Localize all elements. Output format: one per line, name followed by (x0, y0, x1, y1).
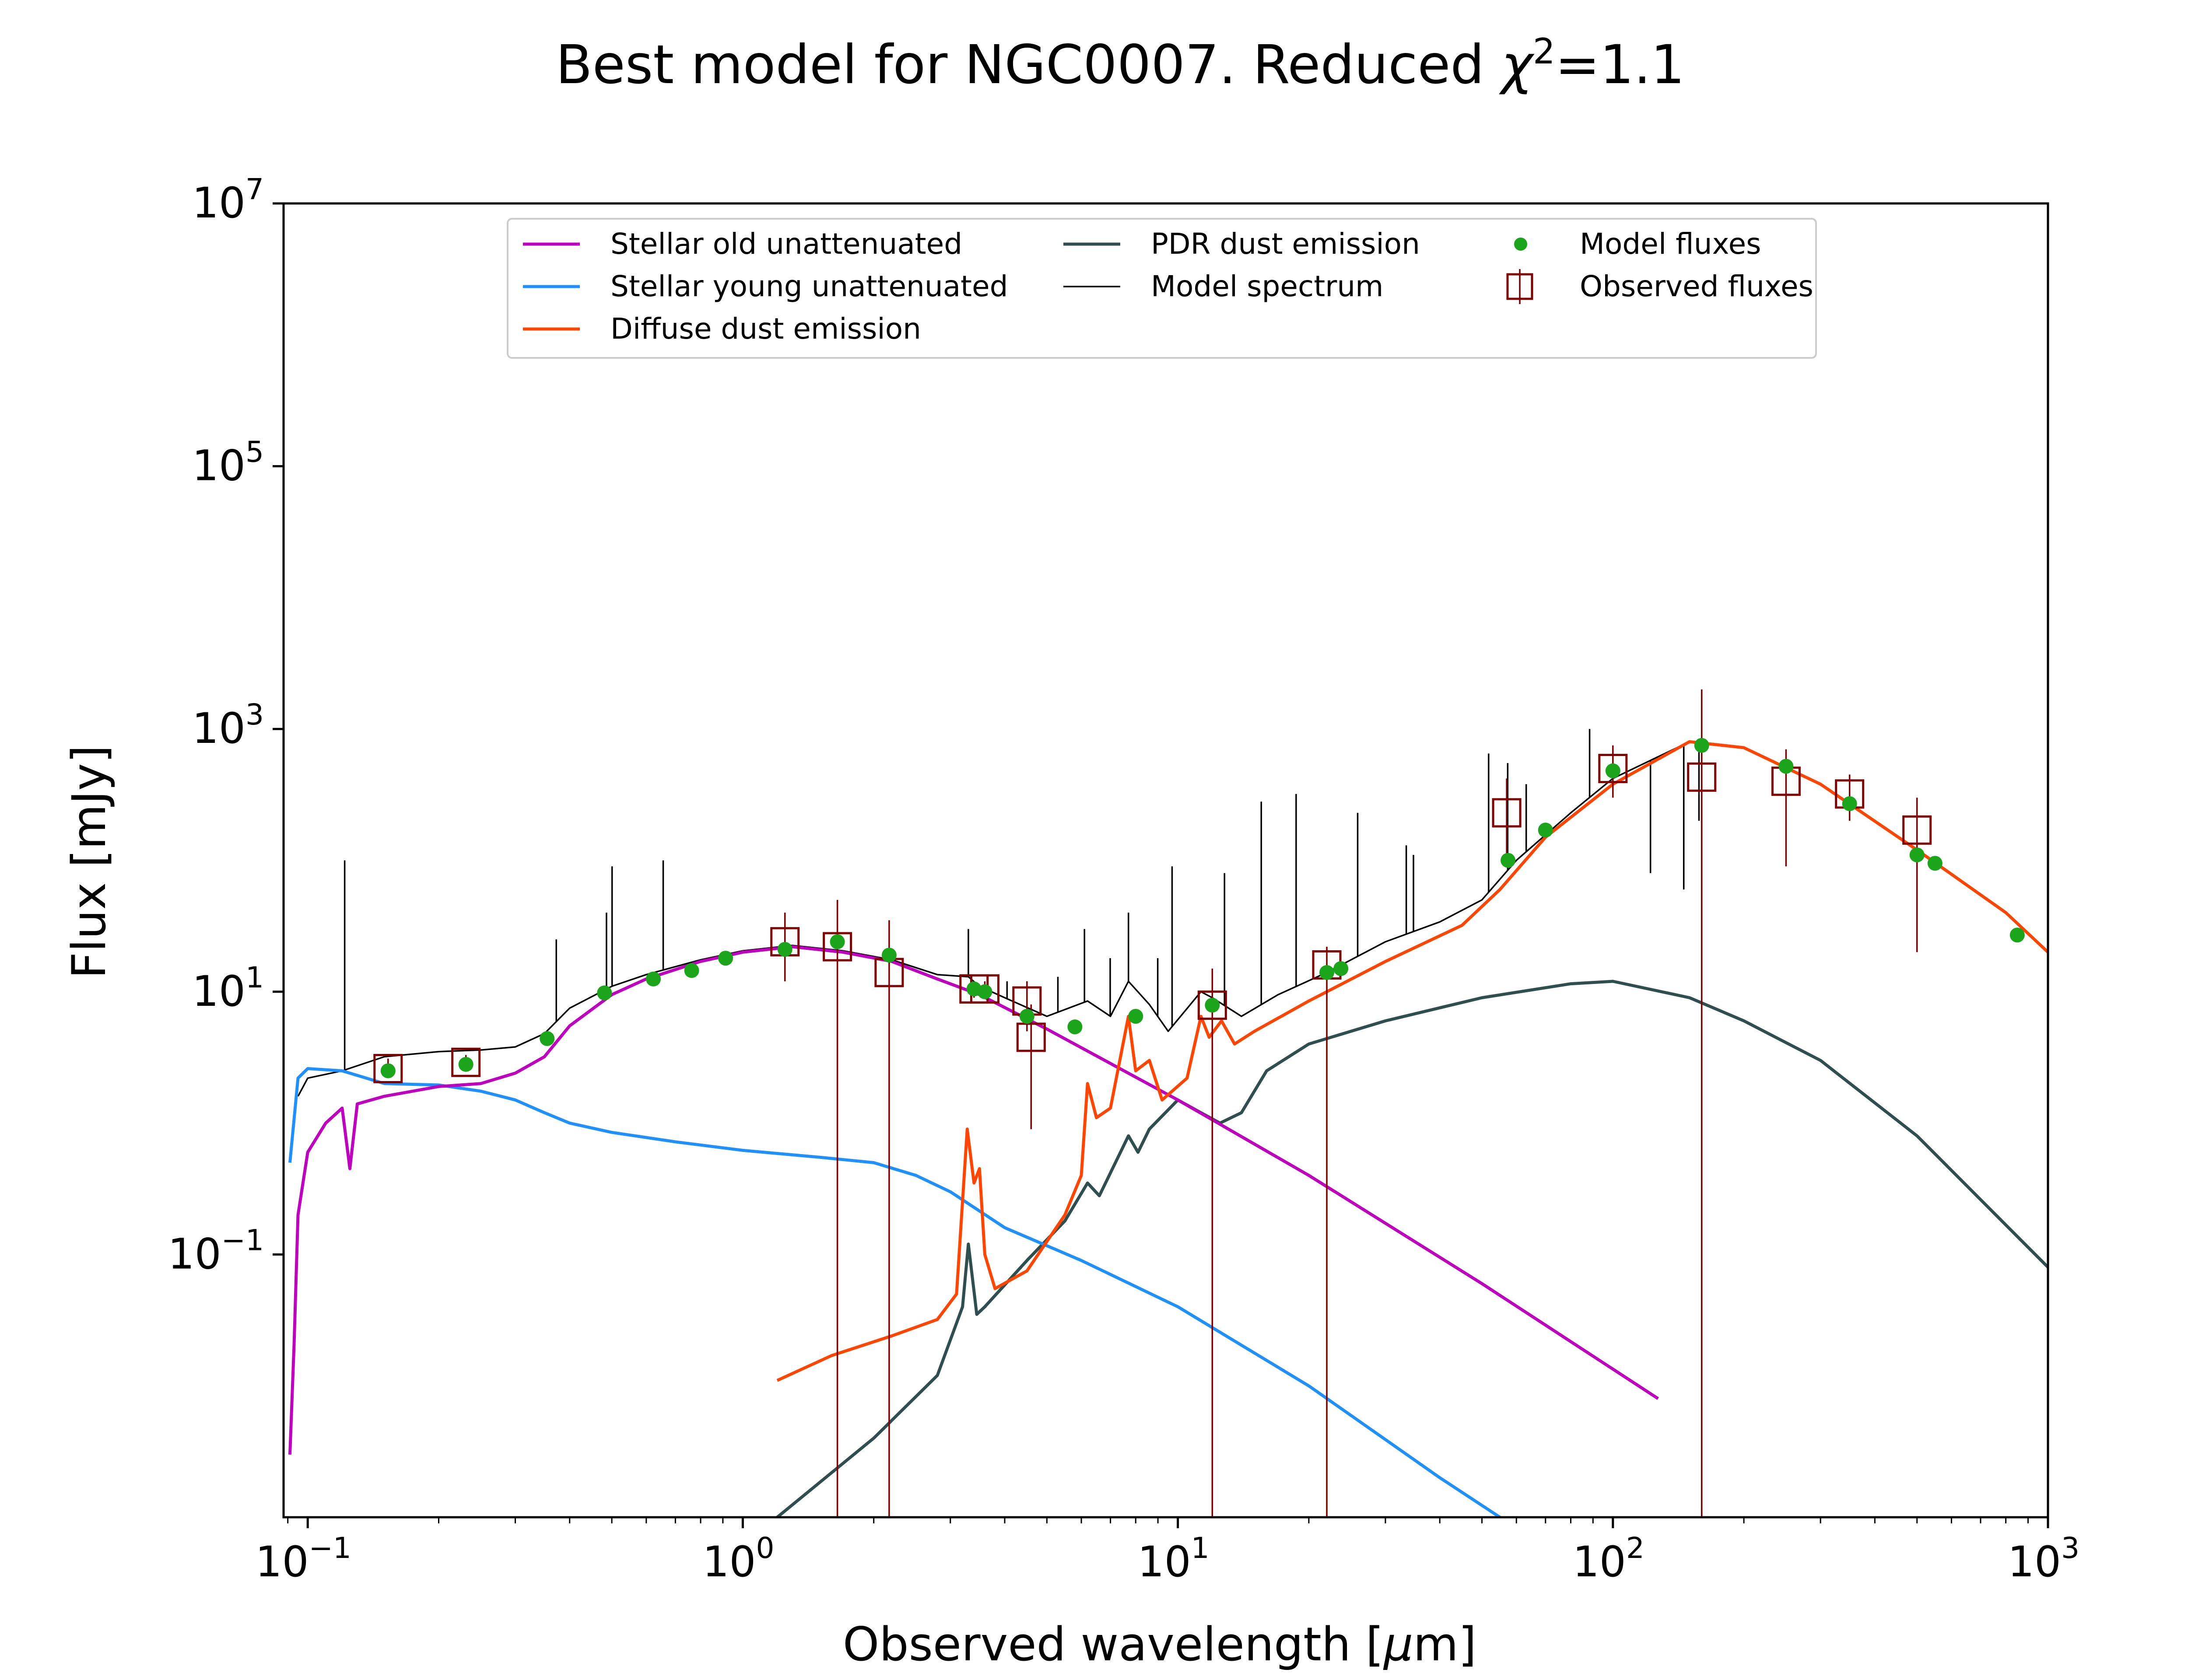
x-tick-label: 10−1 (255, 1531, 351, 1586)
observed-flux-marker (373, 1054, 403, 1083)
legend-label: Model spectrum (1151, 270, 1383, 303)
x-axis-label: Observed wavelength [μm] (843, 1617, 1476, 1671)
legend-label: Diffuse dust emission (610, 312, 921, 346)
y-tick-label: 103 (192, 698, 264, 753)
model-flux-point (977, 984, 992, 999)
series-line-stellar-young (288, 1067, 1501, 1517)
model-flux-point (1501, 853, 1516, 868)
y-tick-label: 105 (192, 435, 264, 490)
legend: Stellar old unattenuated Stellar young un… (507, 218, 1817, 359)
observed-flux-marker (1687, 762, 1717, 792)
legend-label: Model fluxes (1580, 227, 1761, 261)
series-line-diffuse-dust (776, 740, 2048, 1382)
series-line-stellar-old (288, 945, 1659, 1455)
model-flux-point (1205, 998, 1220, 1013)
observed-flux-marker (451, 1047, 481, 1077)
legend-label: Stellar old unattenuated (610, 227, 962, 261)
x-tick-label: 101 (1138, 1531, 1210, 1586)
y-tick-label: 101 (192, 961, 264, 1016)
legend-box (507, 218, 1817, 359)
series-line-pdr-dust (776, 980, 2048, 1517)
model-flux-point (1694, 738, 1709, 753)
model-flux-point (1778, 759, 1794, 774)
y-axis-label: Flux [mJy] (62, 745, 116, 979)
model-flux-point (1067, 1019, 1083, 1035)
model-flux-point (458, 1057, 473, 1072)
legend-label: PDR dust emission (1151, 227, 1420, 261)
observed-flux-marker (823, 932, 852, 962)
model-flux-point (597, 985, 612, 1001)
legend-swatch-model-fluxes (1514, 238, 1527, 251)
model-flux-point (1927, 856, 1943, 871)
observed-flux-marker (1598, 754, 1628, 784)
x-tick-label: 100 (702, 1531, 774, 1586)
model-flux-point (646, 971, 661, 987)
model-flux-point (1319, 965, 1335, 980)
x-tick-label: 102 (1573, 1531, 1645, 1586)
chart-title: Best model for NGC0007. Reduced χ2=1.1 (556, 31, 1685, 96)
legend-label: Stellar young unattenuated (610, 270, 1008, 303)
model-flux-point (777, 942, 792, 957)
model-flux-point (1538, 822, 1553, 838)
axes: 10−1 100 101 102 103 10−1 101 103 105 107 (168, 172, 2080, 1586)
y-tick-label: 107 (192, 172, 264, 228)
model-flux-point (1909, 847, 1925, 863)
model-flux-point (881, 948, 897, 963)
observed-flux-marker (1197, 990, 1227, 1020)
model-flux-point (1605, 763, 1620, 778)
model-flux-point (1128, 1008, 1143, 1024)
model-flux-point (830, 934, 845, 949)
observed-flux-marker (1016, 1022, 1046, 1052)
x-tick-label: 103 (2008, 1531, 2079, 1586)
model-flux-point (380, 1063, 396, 1078)
legend-label: Observed fluxes (1580, 270, 1813, 303)
model-flux-point (718, 951, 733, 966)
model-flux-point (540, 1031, 555, 1046)
y-tick-label: 10−1 (168, 1223, 264, 1278)
plot-area (288, 689, 2048, 1517)
model-flux-point (1333, 961, 1349, 976)
plot-frame (282, 202, 2049, 1519)
model-flux-point (2009, 928, 2025, 943)
observed-flux-marker (1902, 815, 1932, 845)
model-flux-point (1842, 796, 1857, 811)
plot-content (288, 689, 2048, 1517)
model-flux-point (684, 963, 699, 978)
observed-flux-marker (1492, 798, 1522, 828)
model-flux-point (1019, 1008, 1034, 1024)
